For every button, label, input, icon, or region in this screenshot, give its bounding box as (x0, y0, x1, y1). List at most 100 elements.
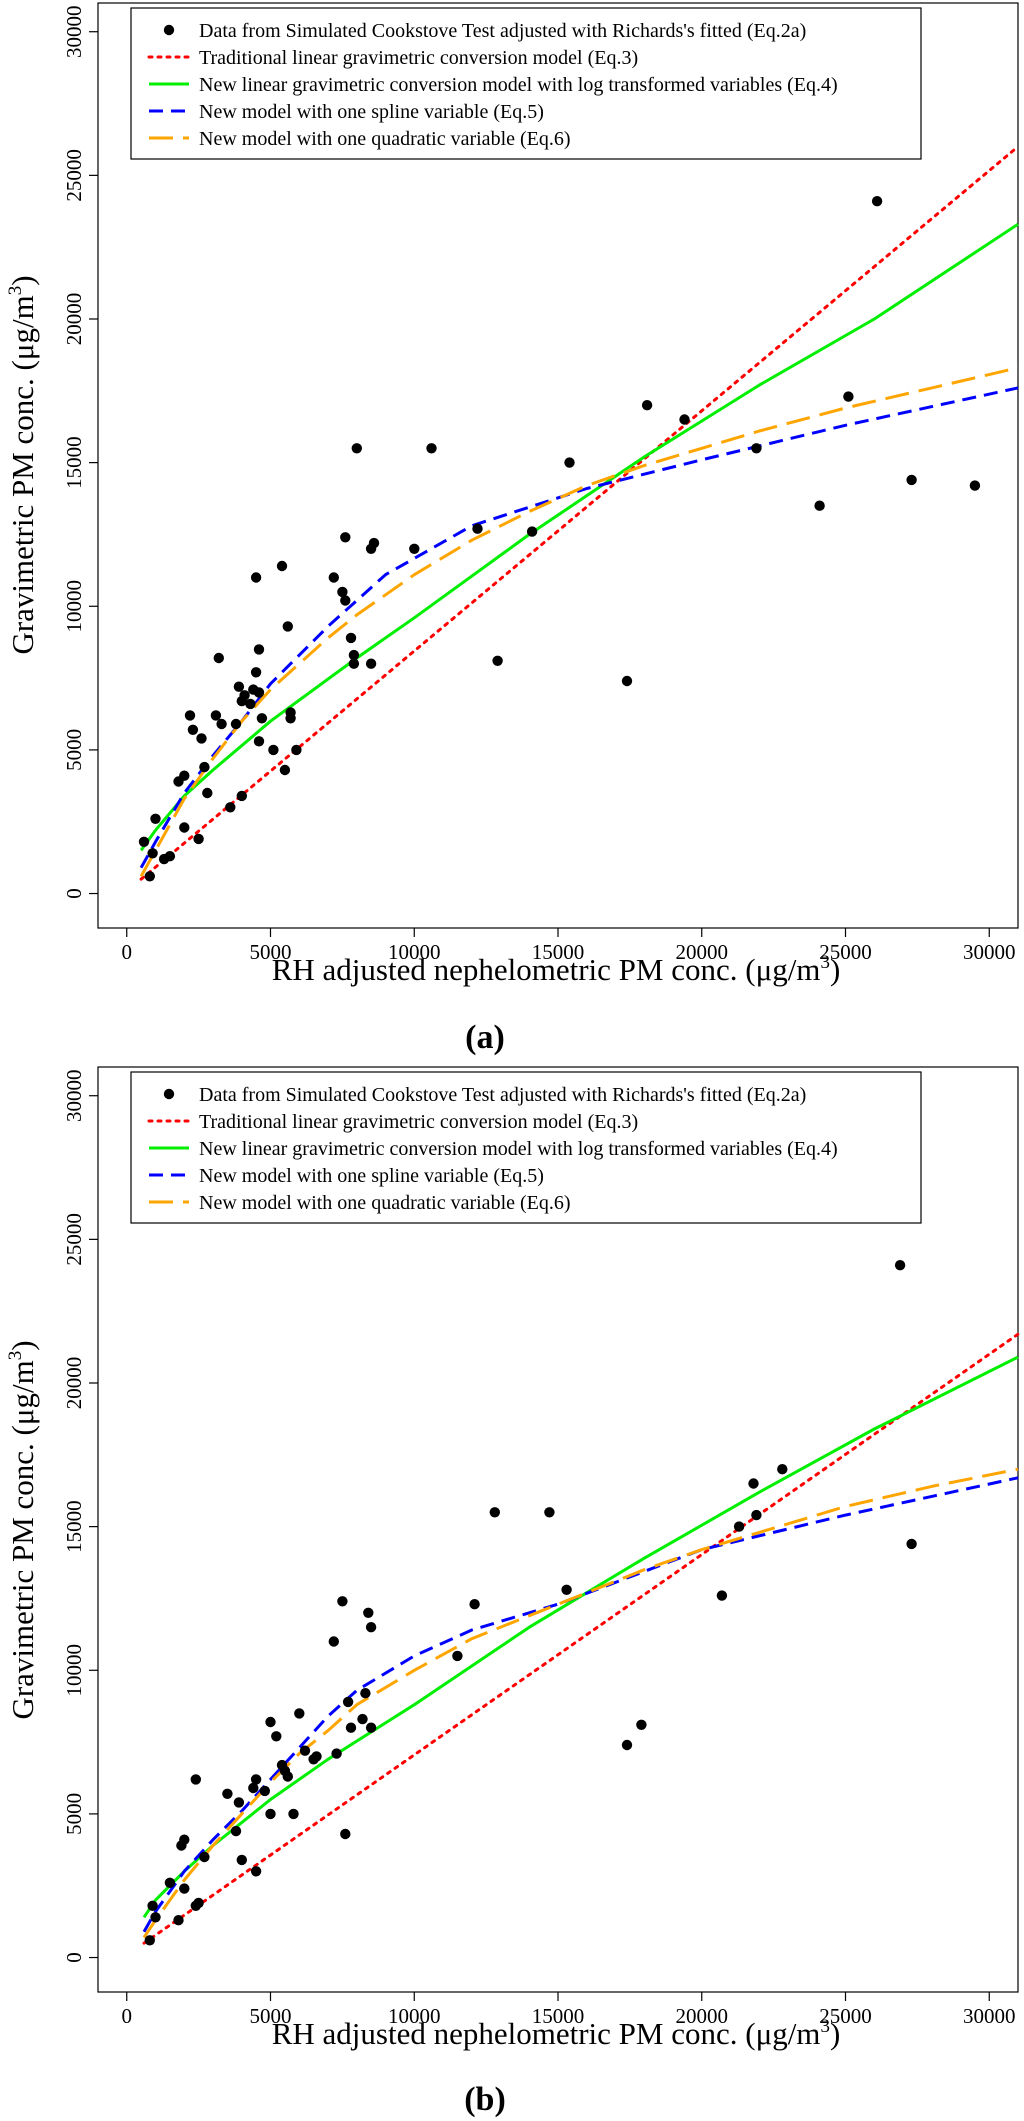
series-layer-a (139, 145, 1020, 881)
y-tick-label: 5000 (62, 1793, 86, 1835)
legend-label-quadratic: New model with one quadratic variable (E… (199, 1192, 571, 1214)
series-line-traditional (142, 1332, 1020, 1945)
data-point (733, 1521, 745, 1532)
x-axis-title-sup: 3 (820, 952, 830, 973)
legend-label-traditional: Traditional linear gravimetric conversio… (199, 47, 638, 69)
data-point (179, 1883, 190, 1894)
y-tick-label: 0 (62, 1952, 86, 1963)
x-axis-b: 0 5000 10000 15000 20000 25000 30000 (122, 1992, 1016, 2028)
x-tick-label: 20000 (676, 2004, 729, 2028)
data-point (342, 1696, 354, 1708)
x-tick-label: 5000 (250, 2004, 292, 2028)
x-axis-title-b: RH adjusted nephelometric PM conc. (μg/m… (272, 2016, 841, 2051)
data-point (426, 443, 437, 454)
data-point (179, 822, 190, 833)
x-tick-label: 5000 (250, 940, 292, 964)
data-point (345, 632, 357, 644)
data-point (216, 718, 227, 730)
points-layer-b (144, 1260, 917, 1946)
y-axis-title-unit: μg/m (5, 295, 40, 360)
data-point (265, 1808, 276, 1820)
data-point (199, 1851, 210, 1863)
data-point (239, 690, 250, 701)
data-point (179, 1834, 190, 1845)
data-point (368, 537, 380, 549)
data-point (282, 621, 293, 632)
data-point (751, 1509, 762, 1521)
panel-b: 0 5000 10000 15000 20000 25000 30000 0 5000 1000… (5, 1066, 1020, 2118)
series-line-spline (139, 386, 1019, 869)
data-point (716, 1590, 728, 1601)
y-tick-label: 25000 (62, 1213, 86, 1266)
x-tick-label: 0 (122, 2004, 133, 2028)
y-tick-label: 0 (62, 888, 86, 899)
legend-label-quadratic: New model with one quadratic variable (E… (199, 128, 571, 150)
data-point (199, 761, 210, 773)
x-tick-label: 20000 (676, 940, 729, 964)
x-axis-title-sup: 3 (820, 2016, 830, 2037)
y-tick-label: 10000 (62, 1644, 86, 1697)
y-axis-title-close: ) (5, 1340, 40, 1350)
data-point (360, 1688, 371, 1699)
x-tick-label: 30000 (963, 940, 1016, 964)
y-axis-title-close: ) (5, 275, 40, 285)
y-tick-label: 30000 (62, 5, 86, 58)
y-axis-title-unit: μg/m (5, 1360, 40, 1425)
x-tick-label: 25000 (819, 940, 872, 964)
data-point (969, 480, 981, 491)
data-point (777, 1464, 788, 1475)
data-point (331, 1748, 342, 1759)
data-point (225, 802, 236, 813)
legend-symbol-data (163, 24, 175, 36)
data-point (230, 1825, 242, 1837)
data-point (365, 1722, 377, 1733)
data-point (222, 1788, 233, 1800)
data-point (452, 1650, 463, 1662)
data-point (357, 1713, 368, 1725)
data-point (253, 736, 265, 747)
data-point (348, 658, 360, 669)
data-point (138, 836, 150, 847)
data-point (144, 1935, 155, 1946)
x-tick-label: 30000 (963, 2004, 1016, 2028)
x-axis-title-main: RH adjusted nephelometric PM conc. ( (272, 952, 756, 987)
y-tick-label: 20000 (62, 1357, 86, 1410)
data-point (351, 443, 362, 454)
data-point (268, 744, 279, 756)
data-point (348, 649, 360, 661)
data-point (187, 724, 199, 735)
data-point (245, 698, 256, 710)
data-point (365, 1622, 377, 1633)
data-point (906, 1538, 917, 1550)
y-axis-a: 0 5000 10000 15000 20000 25000 30000 (62, 5, 98, 899)
legend-label-data: Data from Simulated Cookstove Test adjus… (199, 20, 806, 42)
legend-label-loglinear: New linear gravimetric conversion model … (199, 74, 838, 96)
data-point (144, 871, 155, 882)
data-point (184, 710, 196, 721)
data-point (259, 1785, 270, 1797)
data-point (337, 586, 348, 598)
data-point (299, 1745, 311, 1756)
data-point (233, 681, 245, 692)
legend-b: Data from Simulated Cookstove Test adjus… (130, 1071, 922, 1224)
data-point (340, 595, 351, 606)
data-point (271, 1731, 282, 1742)
data-point (193, 833, 204, 845)
legend-symbol-data (163, 1088, 175, 1100)
data-point (173, 1915, 184, 1926)
legend-label-spline: New model with one spline variable (Eq.5… (199, 1165, 544, 1187)
legend-box (130, 1071, 922, 1224)
data-point (469, 1599, 480, 1610)
data-point (196, 733, 207, 744)
points-layer-a (138, 196, 981, 882)
data-point (276, 560, 288, 572)
data-point (250, 572, 262, 583)
data-point (328, 572, 339, 583)
data-point (285, 707, 296, 718)
y-axis-title-sup: 3 (5, 286, 26, 296)
data-point (544, 1507, 555, 1518)
data-point (489, 1507, 500, 1518)
panel-label-a: (a) (465, 1019, 505, 1056)
y-tick-label: 30000 (62, 1069, 86, 1122)
data-point (641, 400, 653, 411)
